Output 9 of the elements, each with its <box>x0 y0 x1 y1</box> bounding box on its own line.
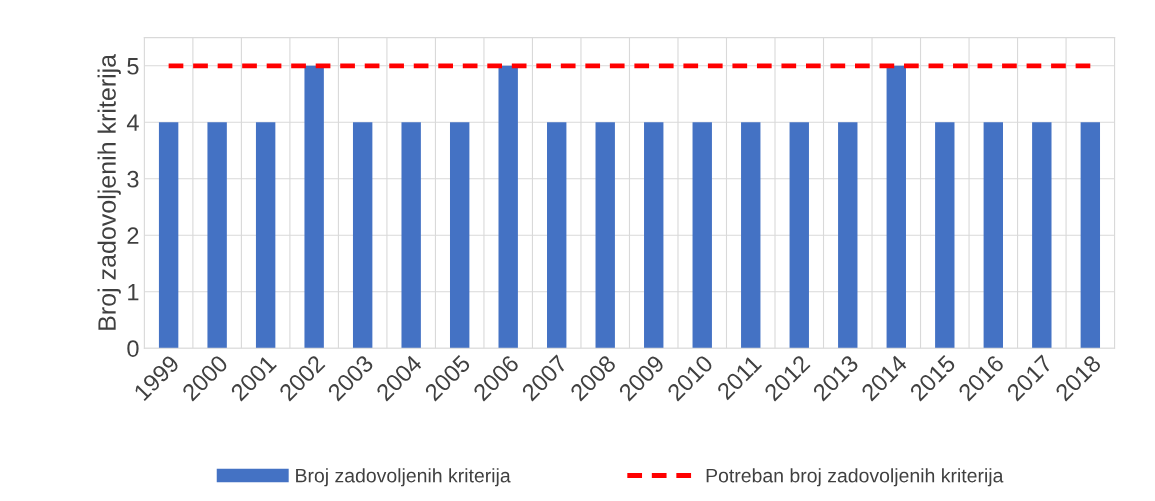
y-tick-label: 1 <box>128 284 139 301</box>
y-tick-label: 5 <box>127 58 139 75</box>
y-tick-label: 0 <box>127 340 139 357</box>
legend-label: Potreban broj zadovoljenih kriterija <box>706 468 1004 487</box>
y-tick-label: 2 <box>127 227 139 244</box>
y-axis-title: Broj zadovoljenih kriterija <box>97 53 121 330</box>
y-tick-label: 3 <box>127 170 139 188</box>
y-tick-label: 4 <box>126 114 139 131</box>
legend-label: Broj zadovoljenih kriterija <box>296 468 511 487</box>
